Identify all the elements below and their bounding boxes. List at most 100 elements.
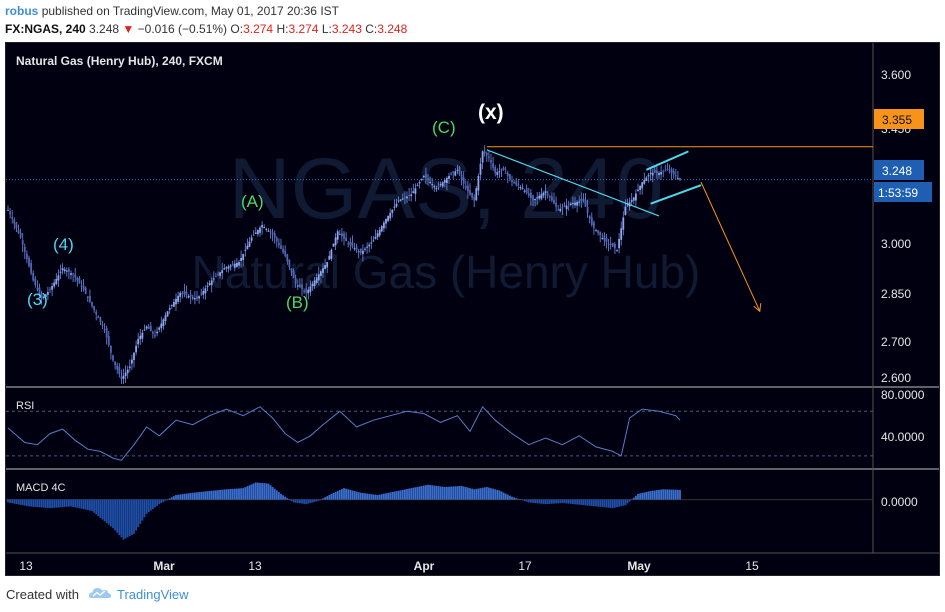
macd-bar bbox=[206, 491, 209, 500]
candle-body bbox=[500, 168, 503, 171]
candle-body bbox=[357, 251, 360, 253]
candle-body bbox=[452, 171, 455, 173]
macd-bar bbox=[332, 492, 335, 500]
candle-body bbox=[299, 284, 301, 288]
chart-area[interactable]: NGAS, 240 Natural Gas (Henry Hub) bbox=[5, 42, 940, 576]
macd-bar bbox=[586, 499, 589, 506]
macd-bar bbox=[57, 499, 60, 508]
macd-bar bbox=[359, 492, 362, 500]
macd-bar bbox=[553, 499, 555, 504]
candle-body bbox=[649, 172, 652, 174]
resistance-badge bbox=[874, 109, 924, 129]
candle-body bbox=[429, 182, 431, 184]
candle-body bbox=[607, 243, 610, 245]
tradingview-brand-link[interactable]: TradingView bbox=[117, 587, 189, 602]
macd-bar bbox=[254, 482, 257, 500]
macd-bar bbox=[341, 489, 343, 500]
candle-body bbox=[53, 282, 56, 287]
macd-bar bbox=[110, 499, 112, 527]
candle-body bbox=[670, 168, 673, 173]
candle-body bbox=[542, 192, 545, 196]
macd-bar bbox=[26, 499, 28, 507]
macd-bar bbox=[542, 499, 545, 504]
macd-bar bbox=[422, 485, 425, 500]
author-link[interactable]: robus bbox=[5, 4, 39, 18]
macd-bar bbox=[105, 499, 108, 523]
macd-bar bbox=[559, 499, 562, 504]
macd-bar bbox=[244, 487, 247, 500]
channel-lower-line[interactable] bbox=[650, 184, 702, 205]
macd-bar bbox=[126, 499, 129, 538]
candle-body bbox=[647, 175, 650, 177]
candle-body bbox=[317, 274, 320, 281]
candle-body bbox=[160, 323, 163, 329]
candle-body bbox=[47, 292, 49, 295]
candle-body bbox=[666, 168, 669, 170]
macd-legend[interactable]: MACD 4C bbox=[16, 482, 66, 494]
macd-bar bbox=[380, 494, 383, 500]
candle-body bbox=[152, 331, 154, 334]
macd-bar bbox=[271, 487, 274, 500]
candle-body bbox=[353, 248, 356, 250]
macd-bar bbox=[19, 499, 22, 505]
macd-bar bbox=[513, 497, 515, 500]
macd-bar bbox=[378, 494, 381, 500]
candle-body bbox=[336, 231, 339, 240]
candle-body bbox=[527, 193, 530, 196]
candle-body bbox=[599, 231, 602, 236]
candle-body bbox=[593, 222, 595, 228]
candle-body bbox=[359, 248, 362, 253]
macd-bar bbox=[246, 486, 249, 500]
macd-bar bbox=[63, 499, 66, 507]
macd-bar bbox=[366, 493, 368, 500]
price-tick: 3.000 bbox=[881, 237, 911, 251]
macd-bar bbox=[181, 494, 184, 500]
macd-bar bbox=[28, 499, 30, 507]
candle-body bbox=[118, 367, 121, 375]
macd-bar bbox=[349, 489, 352, 500]
candle-body bbox=[351, 242, 354, 247]
macd-bar bbox=[70, 499, 72, 507]
macd-bar bbox=[385, 493, 387, 500]
macd-bar bbox=[481, 487, 484, 500]
candle-body bbox=[221, 270, 224, 274]
candle-body bbox=[536, 197, 539, 199]
channel-upper-line[interactable] bbox=[645, 150, 689, 171]
macd-bar bbox=[677, 489, 679, 500]
macd-bar bbox=[569, 499, 572, 504]
candle-body bbox=[435, 188, 438, 190]
candle-body bbox=[546, 194, 549, 196]
watermark-symbol: NGAS, 240 bbox=[229, 141, 664, 237]
candle-body bbox=[147, 326, 150, 329]
high-value: 3.274 bbox=[288, 22, 319, 36]
main-legend[interactable]: Natural Gas (Henry Hub), 240, FXCM bbox=[16, 54, 223, 68]
macd-bar bbox=[584, 499, 587, 506]
candle-body bbox=[485, 153, 488, 156]
wave-label-3: (3) bbox=[27, 290, 48, 309]
candle-body bbox=[168, 308, 171, 310]
chart-canvas[interactable]: NGAS, 240 Natural Gas (Henry Hub) bbox=[6, 43, 940, 576]
macd-bar bbox=[236, 488, 238, 500]
macd-bar bbox=[370, 494, 373, 500]
macd-bar bbox=[473, 489, 476, 500]
macd-bar bbox=[637, 493, 639, 500]
tradingview-logo-icon[interactable] bbox=[88, 585, 112, 601]
macd-bar bbox=[131, 499, 133, 535]
macd-bar bbox=[614, 499, 616, 508]
candle-body bbox=[110, 345, 112, 353]
candle-body bbox=[95, 311, 98, 315]
macd-bar bbox=[555, 499, 557, 504]
macd-bar bbox=[679, 489, 681, 500]
candle-body bbox=[422, 175, 425, 178]
candle-body bbox=[614, 243, 616, 249]
candle-body bbox=[38, 287, 41, 295]
last-price-badge bbox=[874, 160, 924, 180]
macd-bar bbox=[164, 499, 167, 501]
candle-body bbox=[355, 246, 358, 250]
macd-bar bbox=[294, 499, 297, 503]
candle-body bbox=[42, 296, 45, 298]
downtrend-line[interactable] bbox=[486, 149, 660, 217]
rsi-legend[interactable]: RSI bbox=[16, 400, 34, 412]
candle-body bbox=[133, 352, 135, 361]
forecast-arrow[interactable] bbox=[700, 181, 761, 312]
